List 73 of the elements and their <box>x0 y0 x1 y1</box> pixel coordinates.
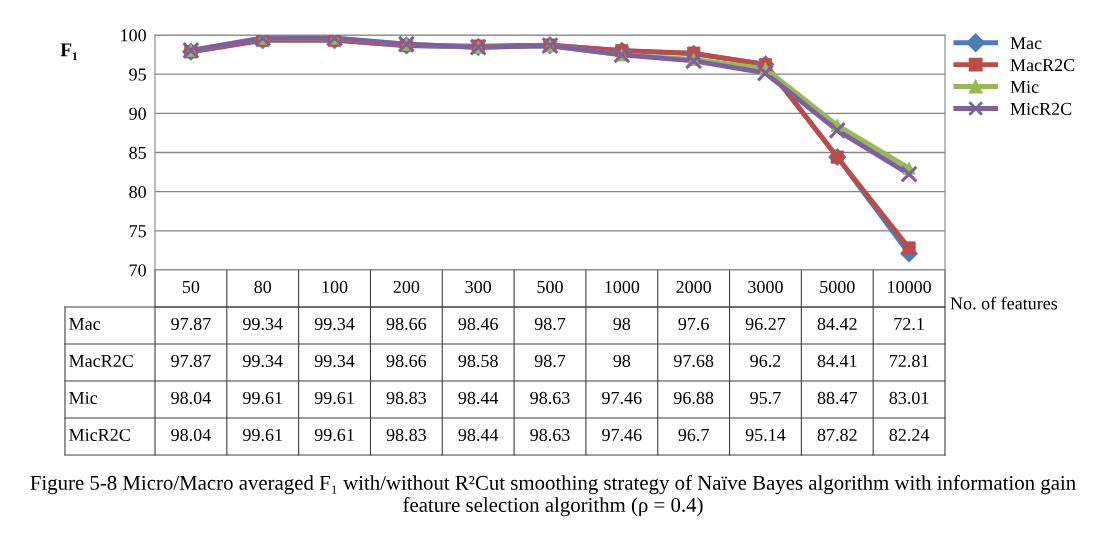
data-label: 99.61 <box>243 391 282 405</box>
data-label: 84.41 <box>817 354 857 368</box>
x-axis-title: No. of features <box>950 296 1058 310</box>
data-label: 97.68 <box>673 354 714 368</box>
legend-label: Mac <box>1010 37 1042 50</box>
legend-label: MicR2C <box>1010 102 1072 115</box>
data-label: 95.7 <box>750 391 781 405</box>
data-label: 98.83 <box>386 428 426 442</box>
data-label: 96.2 <box>750 354 781 368</box>
data-label: 95.14 <box>745 428 786 442</box>
data-label: 98.46 <box>458 317 498 331</box>
data-label: 99.34 <box>243 317 283 331</box>
x-tick-label: 2000 <box>676 280 711 294</box>
data-label: 98 <box>613 317 631 331</box>
data-label: 82.24 <box>889 428 930 442</box>
data-label: 97.46 <box>602 428 642 442</box>
y-tick-label: 85 <box>129 146 146 159</box>
y-axis-title: F₁ <box>60 43 78 61</box>
caption: Figure 5-8 Micro/Macro averaged F₁ with/without R²Cut smoothing strategy of Naïve Bayes algorithm with information gain feature selection algorithm (ρ = 0.4) <box>30 475 1076 517</box>
data-label: 84.42 <box>817 317 857 331</box>
data-label: 98.63 <box>530 391 570 405</box>
data-label: 98.44 <box>458 391 499 405</box>
legend-label: MacR2C <box>1010 59 1075 72</box>
data-label: 98 <box>613 354 631 368</box>
data-label: 98.04 <box>171 391 211 405</box>
y-tick-label: 70 <box>129 264 146 277</box>
data-label: 98.04 <box>171 428 211 442</box>
text: MacR2C <box>69 354 133 368</box>
y-tick-label: 80 <box>129 185 146 199</box>
data-label: 98.83 <box>386 391 426 405</box>
x-tick-label: 80 <box>254 280 272 294</box>
x-tick-label: 10000 <box>888 280 931 294</box>
y-tick-label: 100 <box>121 29 146 42</box>
data-label: 98.66 <box>386 354 427 368</box>
legend-label: Mic <box>1010 80 1039 94</box>
data-label: 87.82 <box>817 428 857 442</box>
data-label: 83.01 <box>889 391 929 405</box>
x-tick-label: 3000 <box>748 280 783 294</box>
data-label: 98.7 <box>534 354 566 368</box>
data-label: 98.7 <box>534 317 566 331</box>
x-tick-label: 5000 <box>820 280 855 294</box>
data-label: 97.87 <box>171 317 211 331</box>
data-label: 99.61 <box>314 391 354 405</box>
x-tick-label: 300 <box>465 280 492 294</box>
y-tick-label: 90 <box>129 107 146 120</box>
data-label: 98.63 <box>530 428 570 442</box>
data-label: 97.6 <box>678 317 709 331</box>
x-tick-label: 1000 <box>605 280 640 294</box>
data-label: 96.88 <box>673 391 714 405</box>
x-tick-label: 500 <box>537 280 563 294</box>
text: Mac <box>69 318 101 331</box>
text: Mic <box>69 391 98 405</box>
data-label: 88.47 <box>817 391 858 405</box>
x-tick-label: 200 <box>393 280 420 294</box>
x-tick-label: 100 <box>322 280 348 294</box>
data-label: 97.46 <box>602 391 642 405</box>
data-label: 96.27 <box>745 317 786 331</box>
data-label: 99.61 <box>243 428 282 442</box>
y-tick-label: 75 <box>129 225 146 238</box>
data-label: 96.7 <box>678 428 709 442</box>
data-label: 99.34 <box>314 354 355 368</box>
data-label: 99.34 <box>243 354 283 368</box>
text: MicR2C <box>69 428 130 442</box>
data-label: 98.66 <box>386 317 427 331</box>
data-label: 99.61 <box>314 428 354 442</box>
data-label: 99.34 <box>314 317 355 331</box>
data-label: 98.44 <box>458 428 499 442</box>
x-tick-label: 50 <box>182 280 200 294</box>
data-label: 97.87 <box>171 354 211 368</box>
y-tick-label: 95 <box>129 68 146 81</box>
data-label: 98.58 <box>458 354 498 368</box>
data-label: 72.81 <box>889 354 929 368</box>
data-label: 72.1 <box>894 317 924 331</box>
